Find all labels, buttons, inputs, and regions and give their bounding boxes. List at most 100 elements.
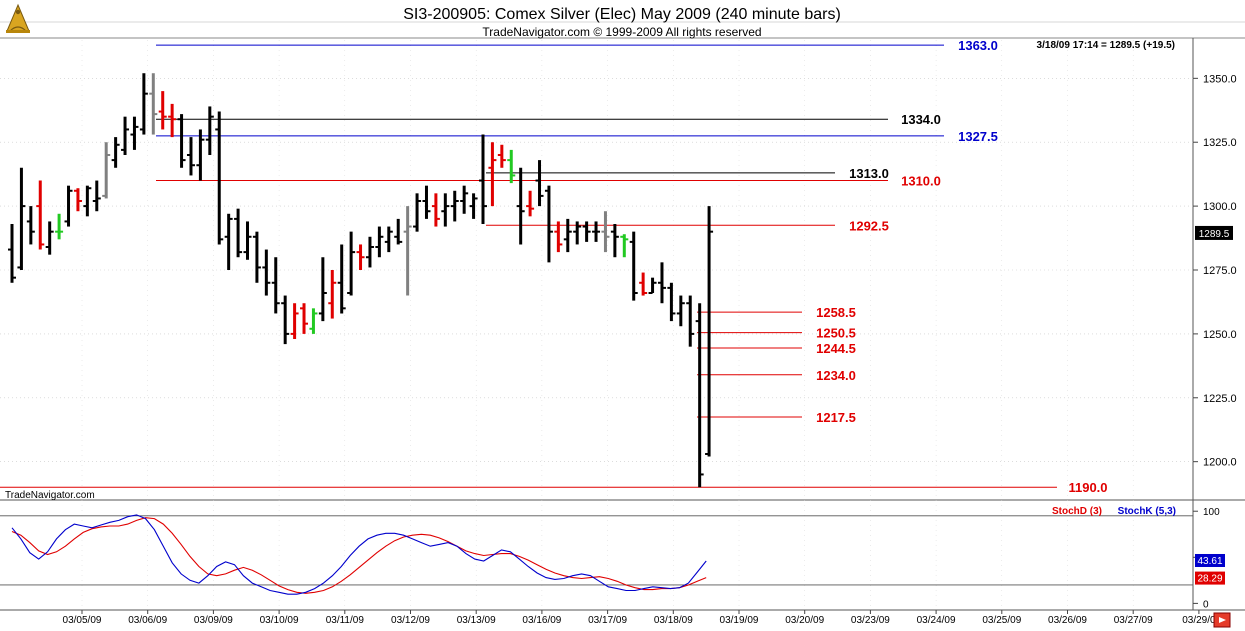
ohlc-bar <box>224 213 233 270</box>
ohlc-bar <box>45 221 54 255</box>
time-tick-label: 03/23/09 <box>851 615 890 626</box>
ohlc-bar <box>667 282 676 322</box>
ohlc-bar <box>196 129 205 181</box>
price-levels: 1363.0 1334.0 1327.5 1313.0 1310.0 1292.5 1258… <box>0 38 1108 495</box>
ohlc-bar <box>563 218 572 253</box>
stochd-last-marker <box>1195 571 1225 585</box>
level-label: 1217.5 <box>816 410 856 425</box>
ohlc-bar <box>300 303 309 334</box>
ohlc-bar <box>73 188 82 212</box>
ohlc-bar <box>516 167 525 245</box>
time-tick-label: 03/17/09 <box>588 615 627 626</box>
ohlc-bar <box>8 224 16 283</box>
ohlc-bar <box>356 244 365 270</box>
ohlc-bar <box>26 206 35 245</box>
ohlc-bar <box>544 185 553 263</box>
ohlc-bar <box>488 142 497 207</box>
ohlc-bar <box>507 149 516 184</box>
time-tick-label: 03/27/09 <box>1114 615 1153 626</box>
ohlc-bars <box>8 73 714 488</box>
ohlc-bar <box>36 180 45 250</box>
ohlc-bar <box>290 303 299 339</box>
ohlc-bar <box>394 218 403 245</box>
price-tick-label: 1275.0 <box>1203 265 1237 277</box>
ohlc-bar <box>215 111 224 245</box>
time-tick-label: 03/29/0 <box>1182 615 1216 626</box>
ohlc-bar <box>479 134 487 224</box>
scroll-right-button[interactable] <box>1213 612 1231 628</box>
ohlc-bar <box>686 295 695 347</box>
ohlc-bar <box>121 116 130 155</box>
stoch-line-d <box>11 517 707 594</box>
stochk-last-label: 43.61 <box>1197 556 1222 567</box>
ohlc-bar <box>102 142 111 199</box>
ohlc-bar <box>610 224 619 258</box>
ohlc-bar <box>554 221 563 253</box>
chart-title: SI3-200905: Comex Silver (Elec) May 2009… <box>403 6 841 23</box>
level-label: 1334.0 <box>901 112 941 127</box>
ohlc-bar <box>469 193 478 219</box>
ohlc-bar <box>83 185 92 217</box>
time-tick-label: 03/09/09 <box>194 615 233 626</box>
ohlc-bar <box>695 303 704 488</box>
ohlc-bar <box>431 193 440 227</box>
price-axis: 1350.0 1325.0 1300.0 1275.0 1250.0 1225.0 1200… <box>1193 73 1237 469</box>
time-tick-label: 03/19/09 <box>720 615 759 626</box>
grid <box>0 40 1193 610</box>
ohlc-bar <box>403 206 412 296</box>
stoch-line-k <box>11 514 707 595</box>
ohlc-bar <box>139 73 148 135</box>
time-tick-label: 03/12/09 <box>391 615 430 626</box>
legend-stochk: StochK (5,3) <box>1118 506 1176 517</box>
time-tick-label: 03/10/09 <box>260 615 299 626</box>
price-tick-label: 1250.0 <box>1203 329 1237 341</box>
level-label: 1234.0 <box>816 368 856 383</box>
time-tick-label: 03/20/09 <box>785 615 824 626</box>
ohlc-bar <box>252 231 261 283</box>
ohlc-bar <box>168 103 177 138</box>
time-tick-label: 03/06/09 <box>128 615 167 626</box>
ohlc-bar <box>384 226 393 253</box>
stochk-last-marker <box>1195 553 1225 567</box>
level-label: 1258.5 <box>816 305 856 320</box>
ohlc-bar <box>281 295 290 345</box>
ohlc-bar <box>111 137 120 168</box>
ohlc-bar <box>318 257 327 322</box>
ohlc-bar <box>375 226 384 258</box>
ohlc-bar <box>629 231 638 301</box>
copyright-text: TradeNavigator.com © 1999-2009 All right… <box>482 25 761 39</box>
time-tick-label: 03/13/09 <box>457 615 496 626</box>
watermark-text: TradeNavigator.com <box>5 490 95 501</box>
ohlc-bar <box>17 167 26 270</box>
ohlc-bar <box>158 91 167 130</box>
ohlc-bar <box>620 234 629 258</box>
ohlc-bar <box>365 236 374 268</box>
time-tick-label: 03/05/09 <box>63 615 102 626</box>
price-tick-label: 1200.0 <box>1203 457 1237 469</box>
ohlc-bar <box>205 106 214 155</box>
level-label: 1310.0 <box>901 174 941 189</box>
time-tick-label: 03/26/09 <box>1048 615 1087 626</box>
ohlc-bar <box>130 116 139 150</box>
ohlc-bar <box>234 208 243 258</box>
ohlc-bar <box>582 221 591 242</box>
ohlc-bar <box>92 180 101 212</box>
ohlc-bar <box>648 277 657 294</box>
ohlc-bar <box>535 160 544 207</box>
level-label: 1327.5 <box>958 129 998 144</box>
level-label: 1313.0 <box>849 166 889 181</box>
time-tick-label: 03/11/09 <box>326 615 365 626</box>
ohlc-bar <box>413 193 422 232</box>
legend-stochd: StochD (3) <box>1052 506 1102 517</box>
ohlc-bar <box>639 272 648 296</box>
price-tick-label: 1325.0 <box>1203 137 1237 149</box>
ohlc-bar <box>676 295 685 327</box>
ohlc-bar <box>460 185 469 214</box>
level-label: 1190.0 <box>1068 480 1107 495</box>
stoch-tick-label: 100 <box>1203 507 1220 518</box>
ohlc-bar <box>657 262 666 304</box>
price-tick-label: 1225.0 <box>1203 393 1237 405</box>
ohlc-bar <box>64 185 73 227</box>
brass-sextant-icon <box>6 3 30 33</box>
